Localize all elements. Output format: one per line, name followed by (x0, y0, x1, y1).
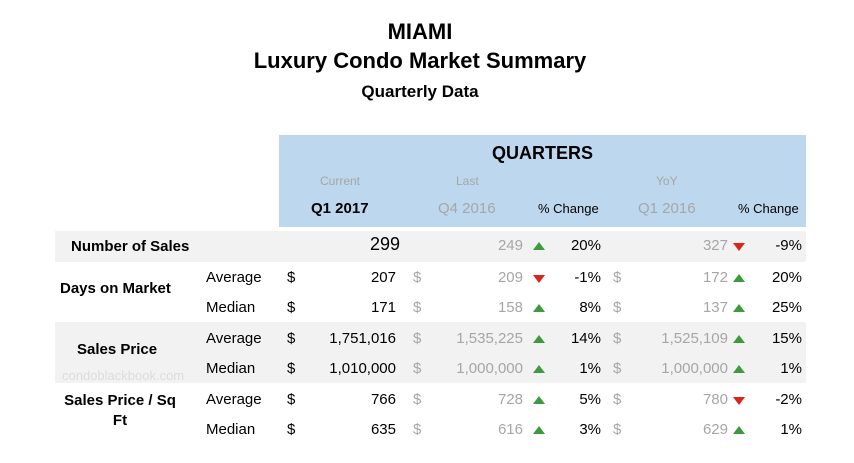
last-quarter-header: Q4 2016 (438, 200, 496, 217)
last-value: 158 (497, 299, 523, 316)
metric-label: Average (206, 330, 262, 347)
currency-symbol: $ (287, 299, 296, 316)
current-value: 171 (370, 299, 396, 316)
current-value: 207 (370, 269, 396, 286)
section-label-days-on-market: Days on Market (60, 280, 171, 297)
last-change-up-arrow-icon (533, 365, 545, 373)
current-label: Current (320, 174, 361, 188)
last-value: 249 (497, 237, 523, 254)
yoy-change-value: -9% (775, 237, 802, 254)
last-value: 209 (497, 269, 523, 286)
current-value: 1,751,016 (329, 330, 396, 347)
metric-label: Average (206, 269, 262, 286)
currency-symbol: $ (613, 269, 622, 286)
row-band-sales-price (55, 322, 806, 383)
report-subtitle: Quarterly Data (361, 82, 479, 101)
yoy-change-value: 1% (780, 360, 802, 377)
last-change-up-arrow-icon (533, 396, 545, 404)
metric-label: Median (206, 299, 256, 316)
yoy-change-header: % Change (738, 201, 799, 216)
last-change-up-arrow-icon (533, 426, 545, 434)
quarters-header: QUARTERS (491, 143, 593, 163)
currency-symbol: $ (287, 391, 296, 408)
yoy-change-up-arrow-icon (733, 304, 745, 312)
yoy-change-value: 15% (771, 330, 802, 347)
currency-symbol: $ (613, 360, 622, 377)
currency-symbol: $ (613, 421, 622, 438)
currency-symbol: $ (287, 360, 296, 377)
report-title: Luxury Condo Market Summary (253, 48, 587, 73)
currency-symbol: $ (613, 391, 622, 408)
yoy-change-up-arrow-icon (733, 335, 745, 343)
report-city: MIAMI (387, 19, 453, 44)
yoy-label: YoY (656, 174, 678, 188)
last-change-up-arrow-icon (533, 335, 545, 343)
currency-symbol: $ (287, 330, 296, 347)
last-change-value: 1% (579, 360, 601, 377)
section-label-sales-price: Sales Price (77, 341, 158, 358)
yoy-value: 1,525,109 (661, 330, 728, 347)
currency-symbol: $ (413, 299, 422, 316)
yoy-value: 137 (702, 299, 728, 316)
last-value: 1,535,225 (456, 330, 523, 347)
last-change-up-arrow-icon (533, 242, 545, 250)
quarters-header-background (279, 135, 806, 227)
watermark: condoblackbook.com (62, 368, 185, 383)
currency-symbol: $ (287, 269, 296, 286)
last-change-value: -1% (574, 269, 601, 286)
currency-symbol: $ (413, 421, 422, 438)
last-change-value: 8% (579, 299, 601, 316)
metric-label: Average (206, 391, 262, 408)
row-band-number-of-sales (55, 231, 806, 262)
yoy-change-down-arrow-icon (733, 397, 745, 405)
yoy-value: 629 (702, 421, 728, 438)
report-title-block: MIAMI Luxury Condo Market Summary Quarte… (0, 18, 840, 108)
yoy-value: 1,000,000 (661, 360, 728, 377)
last-change-value: 3% (579, 421, 601, 438)
yoy-value: 327 (702, 237, 728, 254)
last-value: 728 (497, 391, 523, 408)
currency-symbol: $ (287, 421, 296, 438)
yoy-change-value: 20% (771, 269, 802, 286)
yoy-quarter-header: Q1 2016 (638, 200, 696, 217)
last-value: 1,000,000 (456, 360, 523, 377)
yoy-change-up-arrow-icon (733, 426, 745, 434)
currency-symbol: $ (413, 330, 422, 347)
yoy-change-value: -2% (775, 391, 802, 408)
last-change-value: 20% (570, 237, 601, 254)
last-value: 616 (497, 421, 523, 438)
yoy-change-up-arrow-icon (733, 274, 745, 282)
current-value: 766 (370, 391, 396, 408)
current-quarter-header: Q1 2017 (311, 200, 369, 217)
yoy-change-value: 25% (771, 299, 802, 316)
currency-symbol: $ (413, 269, 422, 286)
metric-label: Median (206, 360, 256, 377)
currency-symbol: $ (413, 360, 422, 377)
yoy-value: 780 (702, 391, 728, 408)
yoy-value: 172 (702, 269, 728, 286)
currency-symbol: $ (613, 299, 622, 316)
last-change-value: 14% (570, 330, 601, 347)
current-value: 1,010,000 (329, 360, 396, 377)
last-change-value: 5% (579, 391, 601, 408)
metric-label: Median (206, 421, 256, 438)
last-change-up-arrow-icon (533, 304, 545, 312)
last-label: Last (456, 174, 479, 188)
current-value: 299 (369, 234, 400, 254)
yoy-change-up-arrow-icon (733, 365, 745, 373)
yoy-change-value: 1% (780, 421, 802, 438)
section-label-price-per-sqft: Sales Price / Sq Ft (64, 392, 176, 429)
current-value: 635 (370, 421, 396, 438)
last-change-header: % Change (538, 201, 599, 216)
yoy-change-down-arrow-icon (733, 243, 745, 251)
last-change-down-arrow-icon (533, 275, 545, 283)
section-label-number-of-sales: Number of Sales (71, 238, 190, 255)
currency-symbol: $ (413, 391, 422, 408)
currency-symbol: $ (613, 330, 622, 347)
